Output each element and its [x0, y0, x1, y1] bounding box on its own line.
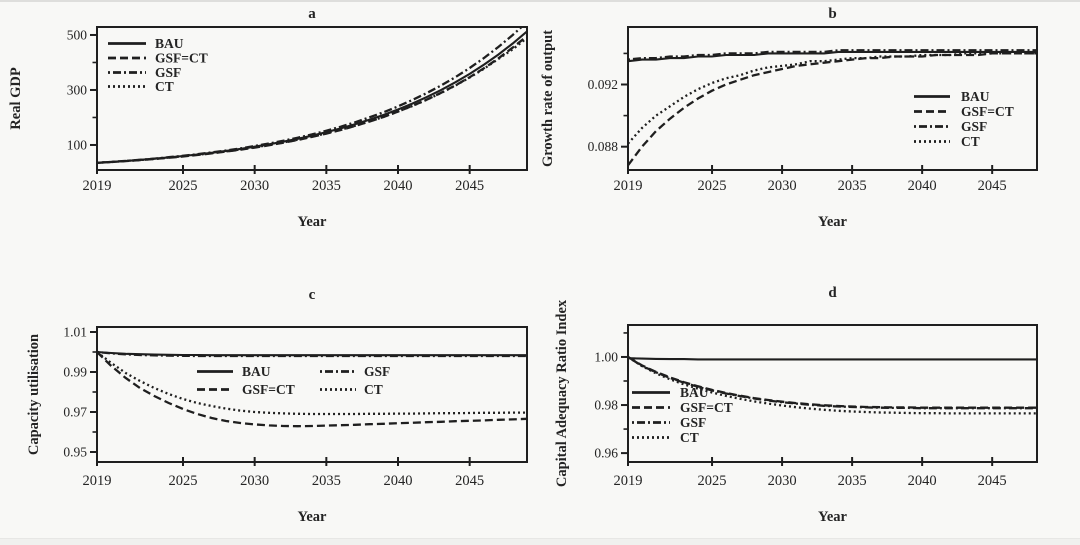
x-axis-label: Year: [818, 509, 848, 525]
x-tick-label: 2045: [455, 178, 484, 194]
x-tick-label: 2025: [698, 178, 727, 194]
y-axis-label: Growth rate of output: [540, 30, 556, 167]
scan-edge-top: [0, 0, 1080, 2]
y-tick-label: 0.98: [594, 398, 618, 413]
y-axis-label: Capacity utilisation: [26, 334, 42, 455]
y-tick-label: 0.99: [63, 365, 87, 380]
plot-frame: [96, 26, 528, 171]
x-tick-label: 2035: [838, 473, 867, 489]
x-axis-label: Year: [298, 509, 328, 525]
y-tick-label: 500: [67, 27, 88, 42]
y-tick-label: 0.092: [588, 77, 618, 92]
y-axis-label: Capital Adequacy Ratio Index: [554, 299, 570, 487]
legend-label-BAU: BAU: [680, 385, 709, 400]
y-axis-label: Real GDP: [8, 67, 24, 130]
x-tick-label: 2030: [768, 473, 797, 489]
y-tick-label: 1.00: [594, 349, 618, 364]
x-tick-label: 2035: [838, 178, 867, 194]
legend-label-BAU: BAU: [961, 89, 990, 104]
series-line-CT: [96, 37, 528, 164]
plot-frame: [627, 324, 1038, 463]
legend-label-GSF=CT: GSF=CT: [155, 51, 208, 66]
x-tick-label: 2019: [83, 473, 112, 489]
x-axis-label: Year: [298, 214, 328, 230]
x-tick-label: 2045: [978, 473, 1007, 489]
x-tick-label: 2045: [978, 178, 1007, 194]
x-tick-label: 2025: [169, 178, 198, 194]
scan-edge-bottom: [0, 538, 1080, 545]
chart-svg-a: a 100 300 500 2019 2025 2030 2035 2040 2045 Year Re…: [8, 6, 528, 230]
panel-title: b: [828, 6, 836, 22]
x-tick-label: 2025: [698, 473, 727, 489]
legend-label-GSF=CT: GSF=CT: [961, 104, 1014, 119]
legend-label-GSF: GSF: [155, 65, 181, 80]
legend-label-CT: CT: [961, 134, 980, 149]
x-axis-label: Year: [818, 214, 848, 230]
legend-label-GSF: GSF: [680, 415, 706, 430]
chart-svg-d: d 0.96 0.98 1.00 2019 2025 2030 2035 2040 2045 Yea…: [554, 285, 1038, 525]
x-tick-label: 2030: [768, 178, 797, 194]
legend-label-GSF: GSF: [364, 364, 390, 379]
legend-label-GSF=CT: GSF=CT: [242, 382, 295, 397]
x-tick-label: 2025: [169, 473, 198, 489]
plot-frame: [627, 26, 1038, 171]
x-tick-label: 2030: [240, 473, 269, 489]
x-tick-label: 2035: [312, 178, 341, 194]
panel-title: d: [828, 285, 837, 301]
series-line-CT: [96, 351, 527, 416]
series-line-GSF: [96, 350, 527, 358]
x-tick-label: 2035: [312, 473, 341, 489]
y-tick-label: 1.01: [63, 325, 87, 340]
panel-d-capital-adequacy: d 0.96 0.98 1.00 2019 2025 2030 2035 2040 2045 Yea…: [540, 273, 1080, 545]
panel-title: a: [308, 6, 316, 22]
legend-label-CT: CT: [680, 430, 699, 445]
y-tick-label: 300: [67, 82, 88, 97]
y-tick-label: 0.97: [63, 405, 87, 420]
series-line-BAU: [627, 357, 1038, 361]
x-tick-label: 2040: [908, 178, 937, 194]
x-tick-label: 2045: [455, 473, 484, 489]
plot-frame: [96, 326, 528, 463]
chart-svg-c: c 0.95 0.97 0.99 1.01 2019 2025 2030 2035 2040 204…: [26, 287, 528, 525]
panel-a-real-gdp: a 100 300 500 2019 2025 2030 2035 2040 2045 Year Re…: [0, 0, 540, 273]
y-tick-label: 0.95: [63, 445, 87, 460]
series-line-BAU: [627, 50, 1038, 63]
legend-label-BAU: BAU: [242, 364, 271, 379]
y-tick-label: 0.088: [588, 139, 619, 154]
x-tick-label: 2030: [240, 178, 269, 194]
x-tick-label: 2040: [384, 178, 413, 194]
panel-title: c: [309, 287, 316, 303]
x-tick-label: 2019: [614, 473, 643, 489]
x-tick-label: 2040: [908, 473, 937, 489]
legend-label-GSF=CT: GSF=CT: [680, 400, 733, 415]
legend-label-GSF: GSF: [961, 119, 987, 134]
x-tick-label: 2019: [614, 178, 643, 194]
legend-label-BAU: BAU: [155, 36, 184, 51]
chart-svg-b: b 0.088 0.092 2019 2025 2030 2035 2040 2045 Year G…: [540, 6, 1038, 230]
series-line-GSF=CT: [96, 351, 528, 428]
series-line-GSF=CT: [627, 52, 1038, 166]
series-line-GSF: [627, 49, 1038, 61]
panel-b-growth-rate: b 0.088 0.092 2019 2025 2030 2035 2040 2045 Year G…: [540, 0, 1080, 273]
x-tick-label: 2019: [83, 178, 112, 194]
legend-label-CT: CT: [364, 382, 383, 397]
panel-c-capacity-utilisation: c 0.95 0.97 0.99 1.01 2019 2025 2030 2035 2040 204…: [0, 273, 540, 545]
legend-label-CT: CT: [155, 79, 174, 94]
x-tick-label: 2040: [384, 473, 413, 489]
y-tick-label: 0.96: [594, 446, 618, 461]
y-tick-label: 100: [67, 137, 88, 152]
series-line-GSF: [627, 356, 1038, 410]
